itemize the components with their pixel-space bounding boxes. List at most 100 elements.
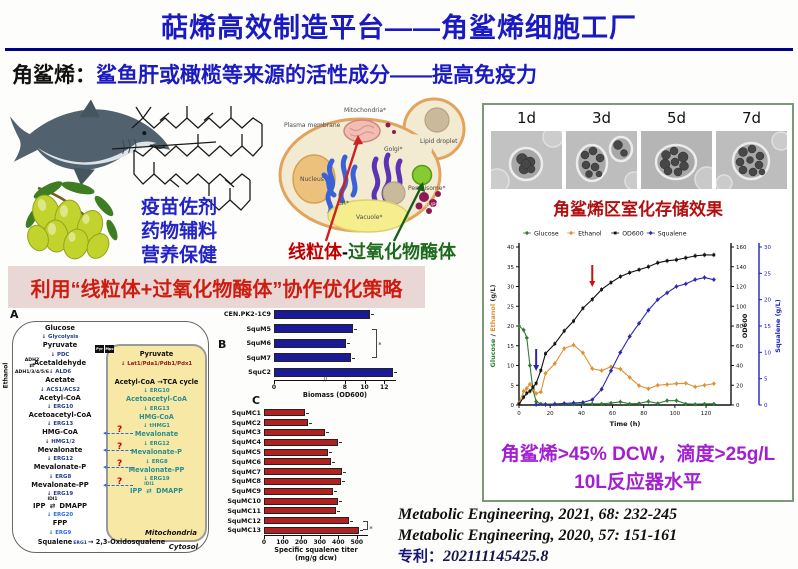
bar-row: SquMC2	[214, 418, 408, 428]
axis-tick-label: 300	[313, 539, 326, 547]
error-bar	[349, 520, 353, 522]
benefits-list: 疫苗佐剂 药物辅料 营养保健	[141, 196, 217, 268]
bar-category-label: SquMC2	[231, 418, 261, 427]
cell-label-vacuole: Vacuole*	[356, 214, 382, 221]
error-bar	[394, 372, 398, 374]
pathway-metabolite: Mevalonate-P	[131, 447, 182, 456]
bar-row: SquM5	[212, 322, 408, 337]
fermentation-line-chart: 0 20 40 60 80 100 1200510152025303540020406080…	[489, 231, 782, 429]
bar	[264, 448, 329, 456]
squalene-structure-image	[112, 106, 263, 211]
bar-row: SquMC3	[214, 428, 408, 438]
pathway-metabolite: Mevalonate-PP?	[15, 477, 133, 490]
chart-text: 40	[736, 364, 743, 370]
transport-question-connector: ?	[103, 477, 133, 490]
pathway-enzyme: ↓ ERG9	[48, 529, 72, 536]
pyr-transporter: Pyr	[95, 345, 104, 353]
mitochondria-pathway-column: Pyruvate ↓ Lat1/Pda1/Pdb1/Pdx1 Acetyl-CoA …	[108, 350, 205, 497]
bar-track	[264, 516, 368, 526]
chart-text: 5	[511, 383, 515, 389]
chart-text: 25	[764, 271, 771, 277]
bar	[264, 468, 342, 476]
bar	[264, 497, 339, 505]
bar-category-label: SquMC9	[231, 487, 261, 496]
axis-tick	[301, 536, 303, 540]
pathway-metabolite: IPP IDI1 ⇄ DMAPP	[130, 482, 183, 496]
pathway-enzyme: ↓ HMG1/2	[44, 438, 76, 445]
pathway-metabolite: Pyruvate	[139, 350, 174, 358]
bar-category-label: SquMC8	[231, 477, 261, 486]
bar-category-label: SquMC13	[227, 526, 261, 535]
left-axis-label: Glucose / Ethanol (g/L)	[489, 284, 497, 367]
cell-label-plasma-membrane: Plasma membrane	[284, 122, 341, 129]
axis-break: ∕∕	[323, 376, 328, 383]
pathway-enzyme: ↓ Lat1/Pda1/Pdb1/Pdx1	[120, 360, 193, 367]
bar-row: SquMC5	[214, 447, 408, 457]
chart-text: 25	[507, 304, 514, 310]
bar-row: SquM7	[212, 351, 408, 366]
pathway-metabolite: Acetyl-CoA →TCA cycle	[114, 377, 199, 386]
bar-row: SquMC10	[214, 496, 408, 506]
bar-category-label: SquMC4	[231, 438, 261, 447]
pathway-metabolite: FPP	[52, 519, 68, 528]
pathway-metabolite: IPP IDI1 ⇄ DMAPP	[32, 497, 88, 511]
bar-category-label: SquMC7	[231, 467, 261, 476]
pathway-enzyme: ↓ ERG19	[143, 476, 170, 483]
pathway-metabolite: Acetoacetyl-CoA	[126, 395, 187, 404]
mitochondria-arrow	[324, 135, 363, 242]
strategy-banner: 利用“线粒体+过氧化物酶体”协作优化策略	[8, 266, 425, 308]
error-bar	[339, 442, 343, 444]
bar-row: SquM6	[212, 336, 408, 351]
bar-row: SquMC13	[214, 526, 408, 536]
pathway-enzyme: ↓ ERG10	[46, 404, 74, 411]
page-title: 萜烯高效制造平台——角鲨烯细胞工厂	[161, 13, 637, 43]
chart-text: 120	[736, 285, 747, 291]
references: Metabolic Engineering, 2021, 68: 232-245…	[398, 504, 677, 567]
pathway-enzyme: ↓ ERG13	[143, 405, 170, 412]
bar-track	[264, 457, 368, 467]
pathway-enzyme: ↓ ERG13	[46, 421, 74, 428]
metabolic-pathway-panel: A Mitochondria Cytosol Glucose ↓ Glycolys…	[2, 308, 210, 567]
adh-enzymes: ADH2 ADH1/3/4/5/6	[15, 358, 49, 375]
title-divider	[5, 48, 793, 51]
bar-track	[264, 486, 368, 496]
chart-text: 100	[670, 411, 681, 417]
chart-text: 160	[736, 245, 747, 251]
bar-category-label: SquM6	[246, 339, 271, 348]
axis-tick	[356, 536, 358, 540]
axis-tick-label: 200	[294, 539, 308, 547]
bar-track	[264, 467, 368, 477]
chart-text: 120	[701, 411, 712, 417]
cytosol-compartment-label: Cytosol	[168, 543, 198, 551]
error-bar	[359, 530, 363, 532]
axis-tick	[364, 380, 366, 384]
mpc-transporter: Mpc	[105, 345, 114, 353]
axis-tick-label: 0	[261, 539, 267, 547]
error-bar	[343, 471, 346, 473]
chart-text: 140	[736, 265, 747, 271]
axis-tick	[282, 536, 284, 540]
chart-text: 80	[640, 411, 647, 417]
pathway-enzyme: ↓ ERG10	[143, 388, 170, 395]
pathway-metabolite: Acetyl-CoA	[39, 393, 81, 402]
bar-track	[274, 322, 396, 337]
pathway-enzyme: ↓ ERG8	[48, 473, 72, 480]
bar	[264, 419, 308, 427]
x-axis-label: Biomass (OD600)	[302, 390, 368, 399]
pathway-metabolite: HMG-CoA	[139, 412, 174, 421]
cytosol-pathway-column: Glucose ↓ Glycolysis Pyruvate ↓ PDC Acetalde…	[15, 324, 166, 549]
chart-text: 0	[517, 411, 521, 417]
cell-label-lgpb: LG/PB	[422, 202, 440, 209]
axis-tick-label: 12	[380, 383, 389, 391]
bar-category-label: SquM5	[246, 324, 271, 333]
bar	[274, 367, 394, 377]
day-label-5d: 5d	[666, 109, 687, 127]
bar-row: SquMC7	[214, 467, 408, 477]
subtitle: 角鲨烯：鲨鱼肝或橄榄等来源的活性成分——提高免疫力	[12, 59, 537, 89]
bar-row: SquMC1	[214, 408, 408, 418]
pathway-enzyme: ↓ ERG8	[145, 458, 168, 465]
bar-row: SquMC8	[214, 477, 408, 487]
reference-2: Metabolic Engineering, 2020, 57: 151-161	[398, 527, 678, 544]
panel-label: B	[218, 338, 227, 351]
error-bar	[337, 510, 341, 512]
